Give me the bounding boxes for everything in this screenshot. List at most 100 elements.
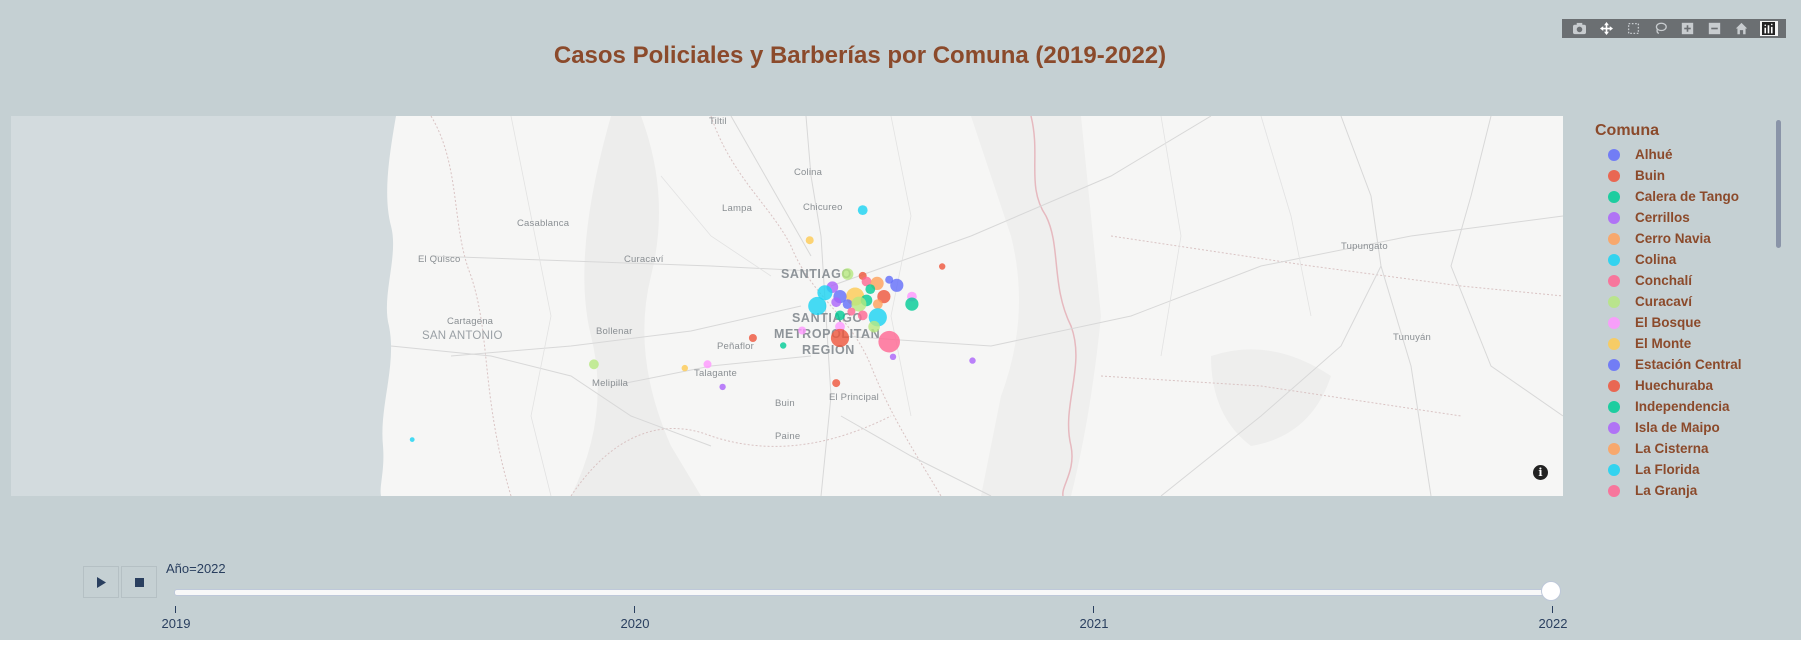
map-marker[interactable]	[808, 296, 827, 316]
legend-item[interactable]: La Florida	[1595, 459, 1765, 480]
lasso-select-icon[interactable]	[1652, 21, 1670, 36]
legend-label: Independencia	[1635, 399, 1730, 414]
legend-item[interactable]: El Bosque	[1595, 312, 1765, 333]
map-label-el-principal: El Principal	[829, 392, 879, 403]
map-marker[interactable]	[832, 379, 841, 388]
home-icon[interactable]	[1733, 21, 1751, 36]
legend-label: Cerro Navia	[1635, 231, 1711, 246]
map-marker[interactable]	[805, 236, 814, 245]
zoom-in-icon[interactable]	[1679, 21, 1697, 36]
map-marker[interactable]	[857, 205, 868, 215]
legend-item[interactable]: Isla de Maipo	[1595, 417, 1765, 438]
map-label-casablanca: Casablanca	[517, 218, 570, 229]
legend-marker	[1608, 211, 1620, 224]
map-marker[interactable]	[681, 364, 688, 372]
legend-scrollbar[interactable]	[1776, 120, 1781, 248]
legend-items: Alhué Buin Calera de Tango Cerrillos Cerro N…	[1595, 144, 1765, 500]
map-marker[interactable]	[969, 357, 976, 364]
map-marker[interactable]	[719, 383, 726, 391]
map-marker[interactable]	[865, 284, 876, 294]
map-marker[interactable]	[780, 342, 787, 349]
map-marker[interactable]	[877, 290, 891, 304]
map-marker[interactable]	[831, 297, 842, 308]
legend-item[interactable]: Calera de Tango	[1595, 186, 1765, 207]
map-marker[interactable]	[841, 268, 854, 280]
legend-label: Cerrillos	[1635, 210, 1690, 225]
legend-item[interactable]: Estación Central	[1595, 354, 1765, 375]
legend-label: La Florida	[1635, 462, 1700, 477]
legend-item[interactable]: Alhué	[1595, 144, 1765, 165]
map-label-tiltil: Tiltil	[709, 116, 727, 127]
map[interactable]: Tiltil Colina Lampa Chicureo Casablanca …	[11, 116, 1563, 496]
map-marker[interactable]	[890, 278, 904, 292]
legend-item[interactable]: Cerrillos	[1595, 207, 1765, 228]
map-label-lampa: Lampa	[722, 203, 753, 214]
slider-tick-label[interactable]: 2019	[161, 616, 191, 631]
legend-item[interactable]: Conchalí	[1595, 270, 1765, 291]
map-label-colina: Colina	[794, 167, 823, 178]
map-marker[interactable]	[835, 321, 845, 332]
play-button[interactable]	[83, 566, 119, 598]
slider-tick	[175, 606, 176, 613]
map-marker[interactable]	[905, 297, 919, 311]
zoom-out-icon[interactable]	[1706, 21, 1724, 36]
legend-item[interactable]: Buin	[1595, 165, 1765, 186]
legend-label: Alhué	[1635, 147, 1673, 162]
map-marker[interactable]	[409, 437, 415, 442]
map-label-buin: Buin	[775, 398, 795, 409]
pan-icon[interactable]	[1598, 21, 1616, 36]
map-marker[interactable]	[830, 328, 850, 348]
info-icon[interactable]: i	[1533, 465, 1548, 480]
map-marker[interactable]	[748, 334, 757, 342]
map-marker[interactable]	[868, 320, 880, 333]
slider-tick-label[interactable]: 2022	[1538, 616, 1568, 631]
legend-item[interactable]: El Monte	[1595, 333, 1765, 354]
camera-icon[interactable]	[1571, 21, 1589, 36]
legend-item[interactable]: La Cisterna	[1595, 438, 1765, 459]
map-marker[interactable]	[861, 276, 872, 287]
modebar	[1562, 19, 1786, 38]
slider-rail[interactable]	[174, 589, 1556, 596]
legend-item[interactable]: Huechuraba	[1595, 375, 1765, 396]
map-marker[interactable]	[842, 299, 853, 309]
map-label-tupungato: Tupungato	[1341, 241, 1388, 252]
map-marker[interactable]	[939, 263, 946, 270]
legend-item[interactable]: Independencia	[1595, 396, 1765, 417]
map-marker[interactable]	[851, 296, 867, 312]
legend-label: Conchalí	[1635, 273, 1693, 288]
legend-label: Curacaví	[1635, 294, 1693, 309]
map-marker[interactable]	[857, 310, 868, 321]
map-label-curacavi: Curacaví	[624, 254, 664, 265]
bottom-strip	[0, 640, 1801, 646]
map-marker[interactable]	[878, 330, 900, 353]
map-marker[interactable]	[817, 285, 833, 301]
map-marker[interactable]	[885, 275, 894, 284]
legend-marker	[1608, 400, 1620, 413]
box-select-icon[interactable]	[1625, 21, 1643, 36]
slider-current-value: Año=2022	[166, 561, 226, 576]
map-marker[interactable]	[872, 299, 883, 309]
map-marker[interactable]	[589, 359, 599, 370]
stop-icon	[134, 577, 144, 587]
map-marker[interactable]	[798, 326, 807, 335]
legend-item[interactable]: Curacaví	[1595, 291, 1765, 312]
map-label-melipilla: Melipilla	[592, 378, 629, 389]
map-marker[interactable]	[835, 310, 845, 321]
legend-item[interactable]: La Granja	[1595, 480, 1765, 500]
legend-item[interactable]: Colina	[1595, 249, 1765, 270]
slider-tick-label[interactable]: 2021	[1079, 616, 1109, 631]
map-marker[interactable]	[847, 307, 856, 316]
stop-button[interactable]	[121, 566, 157, 598]
legend-label: Colina	[1635, 252, 1677, 267]
slider-handle[interactable]	[1541, 581, 1561, 601]
legend-label: La Granja	[1635, 483, 1698, 498]
legend-marker	[1608, 316, 1620, 329]
map-marker[interactable]	[889, 353, 897, 360]
legend-item[interactable]: Cerro Navia	[1595, 228, 1765, 249]
plotly-logo-icon[interactable]	[1759, 21, 1778, 36]
slider-tick-label[interactable]: 2020	[620, 616, 650, 631]
play-icon	[97, 576, 106, 588]
slider-tick	[634, 606, 635, 613]
legend-label: Estación Central	[1635, 357, 1742, 372]
map-marker[interactable]	[703, 360, 712, 369]
